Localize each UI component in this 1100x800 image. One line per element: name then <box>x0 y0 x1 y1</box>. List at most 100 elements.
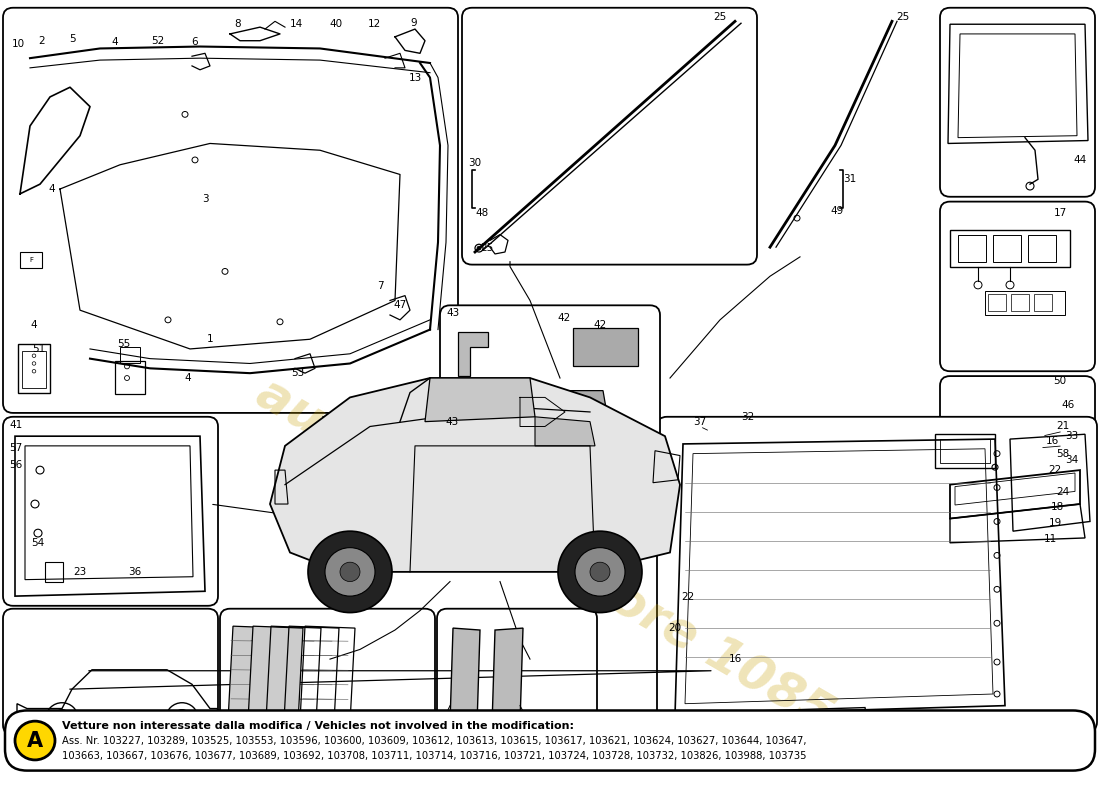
Text: 10: 10 <box>11 38 24 49</box>
Text: 25: 25 <box>714 13 727 22</box>
Text: autoricambi store 10854: autoricambi store 10854 <box>248 368 872 756</box>
FancyBboxPatch shape <box>440 306 660 504</box>
Circle shape <box>590 562 610 582</box>
Polygon shape <box>228 626 283 723</box>
Text: F: F <box>29 257 33 262</box>
Circle shape <box>477 246 481 250</box>
Text: 21: 21 <box>1056 422 1069 431</box>
Text: 35: 35 <box>29 724 42 734</box>
Text: 14: 14 <box>289 19 302 30</box>
Text: 18: 18 <box>1050 502 1064 512</box>
Text: 4: 4 <box>48 184 55 194</box>
Circle shape <box>308 531 392 613</box>
Bar <box>116 361 145 394</box>
Text: 5: 5 <box>68 34 75 44</box>
Polygon shape <box>450 628 480 725</box>
Text: 103663, 103667, 103676, 103677, 103689, 103692, 103708, 103711, 103714, 103716, : 103663, 103667, 103676, 103677, 103689, … <box>62 751 806 761</box>
Text: 44: 44 <box>1074 155 1087 165</box>
Text: 43: 43 <box>446 417 459 426</box>
Text: 9: 9 <box>410 18 417 28</box>
Bar <box>573 328 638 366</box>
Text: 16: 16 <box>728 654 741 664</box>
Text: 16: 16 <box>1045 436 1058 446</box>
Text: 51: 51 <box>32 344 45 354</box>
Text: 3: 3 <box>201 194 208 204</box>
Text: 43: 43 <box>447 308 460 318</box>
Bar <box>22 351 46 388</box>
Text: 40: 40 <box>329 19 342 30</box>
Bar <box>45 562 63 582</box>
Text: 15: 15 <box>480 716 493 726</box>
Text: 52: 52 <box>152 36 165 46</box>
Text: 6: 6 <box>191 37 198 46</box>
Bar <box>1011 294 1028 311</box>
Polygon shape <box>458 333 488 376</box>
Text: 22: 22 <box>1048 465 1062 475</box>
Circle shape <box>575 548 625 596</box>
Text: 8: 8 <box>234 19 241 30</box>
Text: 24: 24 <box>1056 487 1069 498</box>
Text: 4: 4 <box>185 373 191 383</box>
Bar <box>1034 294 1052 311</box>
FancyBboxPatch shape <box>3 609 218 734</box>
Text: 34: 34 <box>1066 455 1079 466</box>
FancyBboxPatch shape <box>437 609 597 734</box>
FancyBboxPatch shape <box>462 8 757 265</box>
FancyBboxPatch shape <box>940 376 1094 546</box>
FancyBboxPatch shape <box>3 417 218 606</box>
Text: 30: 30 <box>469 158 482 168</box>
Circle shape <box>15 721 55 760</box>
Circle shape <box>340 562 360 582</box>
Text: 19: 19 <box>1048 518 1062 529</box>
Text: 20: 20 <box>669 623 682 633</box>
Bar <box>984 290 1065 315</box>
Text: 12: 12 <box>367 19 381 30</box>
Text: 46: 46 <box>1062 400 1075 410</box>
Polygon shape <box>248 626 302 723</box>
Text: 42: 42 <box>558 313 571 323</box>
Bar <box>940 439 990 463</box>
Text: 55: 55 <box>118 339 131 349</box>
FancyBboxPatch shape <box>6 710 1094 770</box>
Text: 58: 58 <box>1056 449 1069 458</box>
Text: 17: 17 <box>1054 208 1067 218</box>
Text: 56: 56 <box>10 460 23 470</box>
Text: 48: 48 <box>475 208 488 218</box>
Circle shape <box>324 548 375 596</box>
Text: 4: 4 <box>112 37 119 46</box>
Text: 11: 11 <box>1044 534 1057 544</box>
FancyBboxPatch shape <box>220 609 434 734</box>
Polygon shape <box>453 415 503 473</box>
Text: A: A <box>26 730 43 750</box>
Text: 41: 41 <box>10 419 23 430</box>
Text: 37: 37 <box>693 417 706 426</box>
Text: 7: 7 <box>376 281 383 291</box>
Text: 38: 38 <box>515 720 528 730</box>
Text: 45: 45 <box>249 720 262 730</box>
Bar <box>20 252 42 267</box>
Polygon shape <box>535 417 595 446</box>
Text: 27: 27 <box>294 720 307 730</box>
Bar <box>988 294 1007 311</box>
FancyBboxPatch shape <box>3 8 458 413</box>
Text: 47: 47 <box>394 300 407 310</box>
Text: 31: 31 <box>844 174 857 184</box>
Text: 36: 36 <box>129 567 142 577</box>
Text: 2: 2 <box>39 36 45 46</box>
Text: 54: 54 <box>32 538 45 548</box>
Text: 25: 25 <box>896 13 910 22</box>
Bar <box>120 347 140 362</box>
Text: 25: 25 <box>481 243 494 253</box>
Text: 32: 32 <box>741 412 755 422</box>
Text: 50: 50 <box>1054 376 1067 386</box>
Text: 1: 1 <box>207 334 213 344</box>
Text: 26: 26 <box>314 720 327 730</box>
Text: 39: 39 <box>440 724 453 734</box>
FancyBboxPatch shape <box>657 417 1097 732</box>
Polygon shape <box>534 390 608 454</box>
FancyBboxPatch shape <box>940 202 1094 371</box>
Bar <box>958 234 986 262</box>
Circle shape <box>558 531 642 613</box>
Polygon shape <box>425 378 535 422</box>
Text: 33: 33 <box>1066 431 1079 441</box>
